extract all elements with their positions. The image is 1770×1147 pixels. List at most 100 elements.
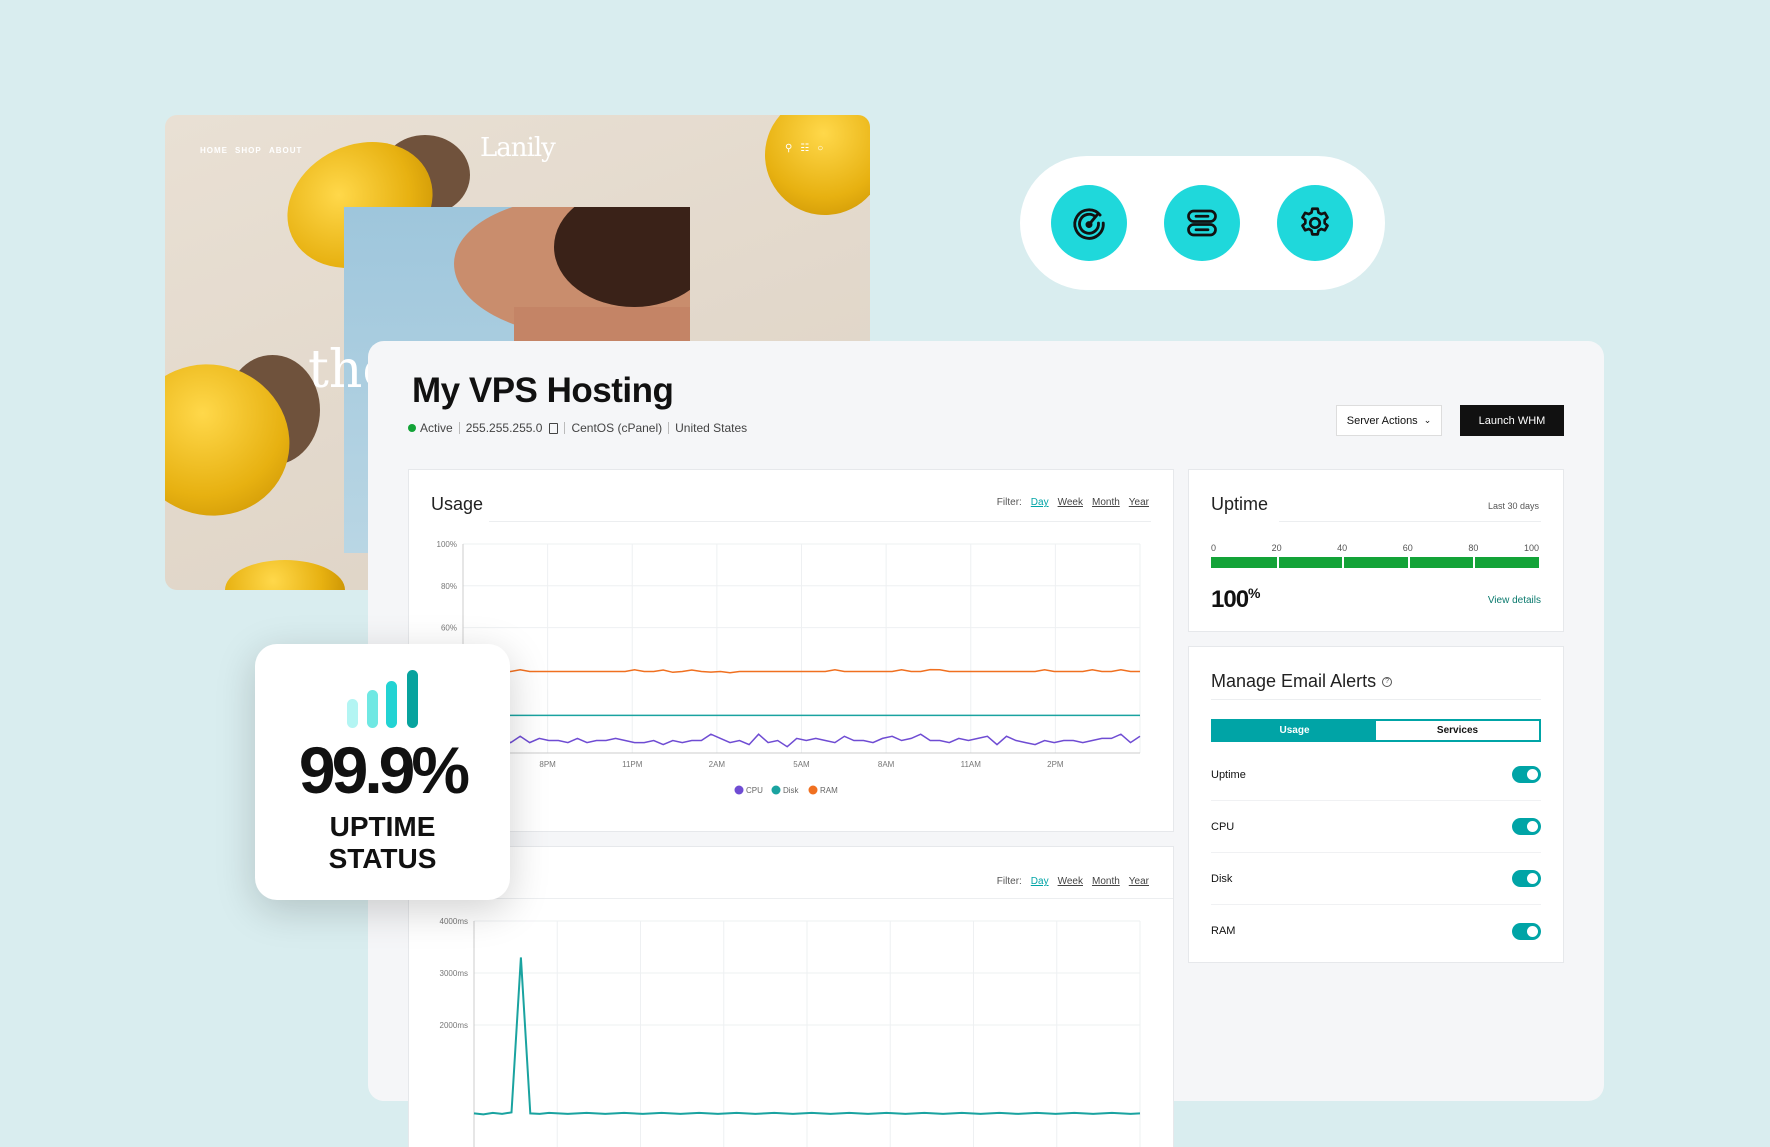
series-line-ram [463, 668, 1140, 674]
x-tick-label: 2AM [709, 760, 726, 769]
quick-actions-pill [1020, 156, 1385, 290]
filter-week[interactable]: Week [1057, 876, 1083, 887]
uptime-scale-label: 100 [1523, 543, 1539, 553]
uptime-scale: 0 20 40 60 80 100 [1211, 543, 1539, 555]
legend-marker-cpu [734, 785, 744, 795]
y-tick-label: 60% [441, 624, 457, 633]
divider [1279, 521, 1541, 522]
server-actions-dropdown[interactable]: Server Actions ⌄ [1336, 405, 1442, 436]
site-nav-shop[interactable]: SHOP [235, 146, 262, 155]
uptime-scale-label: 80 [1468, 543, 1479, 553]
chevron-down-icon: ⌄ [1423, 415, 1432, 425]
legend-label: CPU [746, 786, 763, 795]
divider [489, 521, 1151, 522]
alert-label: Uptime [1211, 768, 1246, 781]
x-tick-label: 2PM [1047, 760, 1064, 769]
uptime-fill [1211, 557, 1539, 568]
badge-label: UPTIME STATUS [255, 811, 510, 875]
uptime-number: 100 [1211, 586, 1249, 613]
usage-title: Usage [431, 494, 484, 514]
uptime-period: Last 30 days [1487, 501, 1539, 511]
performance-button[interactable] [1051, 185, 1127, 261]
uptime-scale-label: 20 [1271, 543, 1282, 553]
filter-day[interactable]: Day [1030, 497, 1049, 508]
filter-month[interactable]: Month [1091, 876, 1120, 887]
email-alerts-card: Manage Email Alerts ? Usage Services Upt… [1189, 647, 1563, 962]
view-details-link[interactable]: View details [1487, 595, 1541, 606]
x-tick-label: 8AM [878, 760, 895, 769]
legend-marker-ram [808, 785, 818, 795]
divider [668, 422, 670, 434]
y-tick-label: 100% [437, 540, 457, 549]
alert-label: Disk [1211, 872, 1233, 885]
legend-label: RAM [820, 786, 838, 795]
site-nav-about[interactable]: ABOUT [269, 146, 303, 155]
alerts-tabs: Usage Services [1211, 719, 1541, 742]
settings-button[interactable] [1277, 185, 1353, 261]
legend-marker-disk [771, 785, 781, 795]
divider [458, 422, 460, 434]
uptime-value: 100% [1211, 585, 1261, 614]
x-tick-label: 11AM [961, 760, 982, 769]
search-icon[interactable]: ⚲ [785, 143, 793, 154]
server-button[interactable] [1164, 185, 1240, 261]
alert-label: CPU [1211, 820, 1235, 833]
uptime-card: Uptime Last 30 days 0 20 40 60 80 100 100% Vi… [1189, 470, 1563, 631]
uptime-status-badge: 99.9% UPTIME STATUS [255, 644, 510, 900]
filter-year[interactable]: Year [1128, 876, 1149, 887]
legend-label: Disk [783, 786, 800, 795]
filter-label: Filter: [996, 497, 1022, 508]
badge-value: 99.9% [298, 733, 470, 807]
uptime-segment-divider [1342, 557, 1345, 568]
response-time-chart: 4000ms 3000ms 2000ms [440, 917, 1141, 1147]
uptime-scale-label: 60 [1402, 543, 1413, 553]
alerts-title: Manage Email Alerts [1211, 671, 1377, 691]
disk-alert-toggle[interactable] [1512, 870, 1541, 887]
uptime-segment-divider [1473, 557, 1476, 568]
filter-year[interactable]: Year [1128, 497, 1149, 508]
response-time-card: Filter: Day Week Month Year 4000ms 3000ms… [409, 847, 1173, 1147]
filter-month[interactable]: Month [1091, 497, 1120, 508]
server-location: United States [675, 421, 748, 435]
alert-row-uptime: Uptime [1211, 749, 1541, 801]
divider [489, 898, 1173, 899]
x-tick-label: 8PM [539, 760, 556, 769]
ram-alert-toggle[interactable] [1512, 922, 1541, 940]
cart-icon[interactable]: ☷ [800, 143, 810, 154]
site-icons: ⚲ ☷ ○ [785, 143, 823, 154]
cpu-alert-toggle[interactable] [1512, 818, 1541, 835]
badge-line2: STATUS [328, 843, 437, 874]
divider [564, 422, 566, 434]
help-icon[interactable]: ? [1382, 676, 1393, 687]
site-logo: Lanily [480, 133, 556, 163]
uptime-scale-label: 40 [1337, 543, 1348, 553]
uptime-alert-toggle[interactable] [1512, 766, 1541, 783]
filter-week[interactable]: Week [1057, 497, 1083, 508]
signal-bars-icon [347, 670, 418, 728]
tab-services[interactable]: Services [1436, 725, 1479, 736]
status-text: Active [420, 421, 453, 435]
badge-line1: UPTIME [329, 811, 436, 842]
page-title: My VPS Hosting [412, 371, 674, 410]
response-filter: Filter: Day Week Month Year [997, 876, 1149, 887]
y-tick-label: 80% [441, 582, 457, 591]
series-line-cpu [462, 733, 1141, 748]
tab-usage[interactable]: Usage [1213, 721, 1376, 740]
alert-row-cpu: CPU [1211, 801, 1541, 853]
uptime-scale-label: 0 [1211, 543, 1217, 553]
ip-address: 255.255.255.0 [465, 421, 543, 435]
y-tick-label: 3000ms [440, 969, 468, 978]
filter-day[interactable]: Day [1030, 876, 1049, 887]
user-icon[interactable]: ○ [817, 143, 824, 154]
usage-filter: Filter: Day Week Month Year [997, 497, 1149, 508]
x-tick-label: 11PM [622, 760, 643, 769]
site-nav-home[interactable]: HOME [200, 146, 228, 155]
x-tick-label: 5AM [793, 760, 810, 769]
copy-icon[interactable] [549, 422, 559, 434]
usage-chart: 100% 80% 60% 8PM 11PM 2AM 5AM 8AM 11AM 2PM CPU Disk… [437, 540, 1141, 795]
os-name: CentOS (cPanel) [571, 421, 663, 435]
launch-whm-button[interactable]: Launch WHM [1460, 405, 1564, 436]
alert-label: RAM [1211, 925, 1236, 937]
y-tick-label: 2000ms [440, 1021, 468, 1030]
status-dot-icon [408, 424, 416, 432]
